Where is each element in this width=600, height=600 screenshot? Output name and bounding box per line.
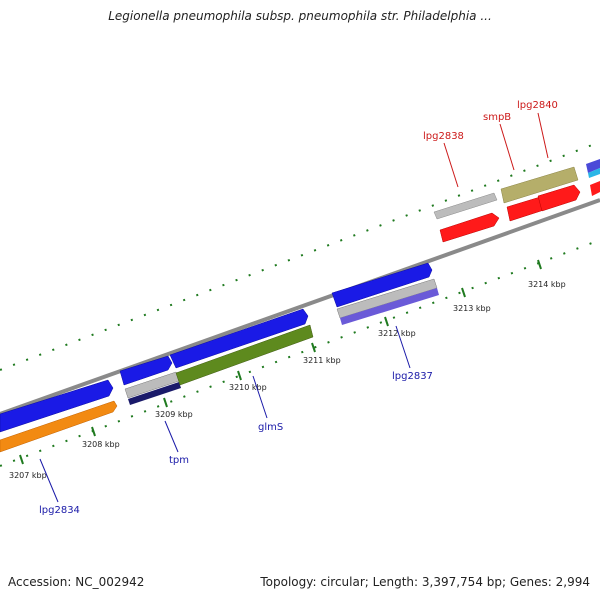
reverse-strand-features	[433, 159, 600, 243]
major-tick-3210	[237, 370, 242, 381]
tick-label-3213: 3213 kbp	[453, 304, 491, 313]
topology-summary-text: Topology: circular; Length: 3,397,754 bp…	[260, 575, 590, 589]
map-title: Legionella pneumophila subsp. pneumophil…	[108, 9, 492, 23]
tpm-subfeature-dark	[128, 382, 181, 405]
lpg2837-subfeature-violet	[340, 288, 439, 325]
tick-label-3212: 3212 kbp	[378, 329, 416, 338]
lpg2838-gene[interactable]	[439, 212, 500, 243]
lpg2837-gene[interactable]	[331, 262, 433, 308]
tpm-gene[interactable]	[119, 355, 173, 386]
lpg2834-gene[interactable]	[0, 379, 114, 433]
forward-strand-features	[0, 262, 439, 453]
gene-leader-lines	[39, 112, 549, 503]
lpg2840-gene[interactable]	[537, 184, 581, 212]
major-tick-3209	[163, 397, 168, 408]
glmS-gene[interactable]	[169, 308, 309, 369]
tick-label-3210: 3210 kbp	[229, 383, 267, 392]
major-tick-3212	[384, 316, 389, 327]
gene-label-lpg2840[interactable]: lpg2840	[517, 100, 558, 111]
major-tick-3213	[461, 287, 466, 298]
gene-labels: lpg2834 tpm glmS lpg2837 lpg2838 smpB lp…	[39, 100, 558, 516]
orange-gene[interactable]	[0, 400, 118, 453]
smpB-subfeature	[500, 166, 579, 204]
tick-label-3209: 3209 kbp	[155, 410, 193, 419]
major-tick-3208	[91, 426, 96, 437]
major-tick-3207	[19, 454, 24, 465]
gene-label-glmS[interactable]: glmS	[258, 422, 283, 433]
edge-feature-red	[590, 181, 600, 196]
gene-label-tpm[interactable]: tpm	[169, 455, 189, 466]
accession-text: Accession: NC_002942	[8, 575, 145, 589]
edge-feature-blue	[586, 159, 600, 173]
gene-label-lpg2834[interactable]: lpg2834	[39, 505, 80, 516]
lpg2838-subfeature	[433, 192, 498, 220]
tick-label-3214: 3214 kbp	[528, 280, 566, 289]
major-tick-3211	[311, 342, 316, 353]
gene-label-lpg2838[interactable]: lpg2838	[423, 131, 464, 142]
tick-label-3208: 3208 kbp	[82, 440, 120, 449]
tick-label-3211: 3211 kbp	[303, 356, 341, 365]
edge-feature-cyan	[588, 168, 600, 178]
gene-label-lpg2837[interactable]: lpg2837	[392, 371, 433, 382]
major-tick-3214	[537, 259, 542, 270]
tick-label-3207: 3207 kbp	[9, 471, 47, 480]
tick-scale: 3207 kbp 3208 kbp 3209 kbp 3210 kbp 3211…	[0, 239, 600, 480]
glmS-subfeature	[175, 324, 314, 386]
gene-label-smpB[interactable]: smpB	[483, 112, 511, 123]
genome-backbone	[0, 198, 600, 416]
